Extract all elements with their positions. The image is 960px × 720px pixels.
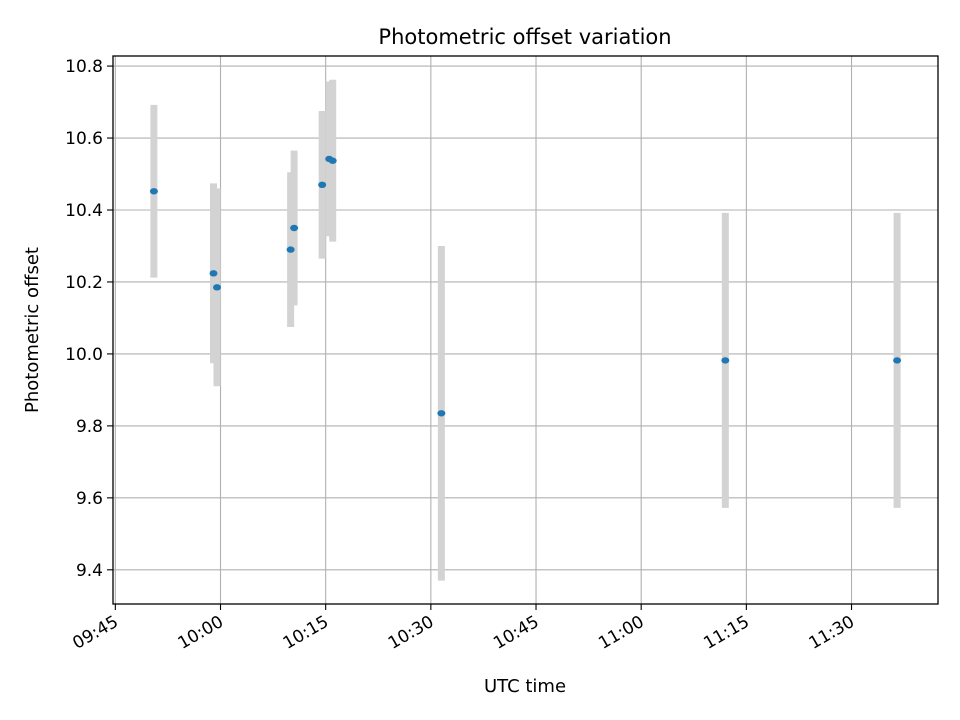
- y-tick-label: 10.8: [65, 57, 103, 77]
- data-point: [209, 270, 218, 277]
- x-axis-label: UTC time: [484, 676, 566, 697]
- y-tick-label: 9.6: [76, 489, 103, 509]
- data-points: [149, 155, 902, 417]
- chart-title: Photometric offset variation: [378, 25, 671, 49]
- data-point: [893, 357, 902, 364]
- y-tick-label: 10.6: [65, 129, 103, 149]
- plot-frame: [112, 55, 939, 605]
- y-axis-label: Photometric offset: [22, 247, 43, 413]
- data-point: [721, 357, 730, 364]
- data-point: [286, 246, 295, 253]
- data-point: [290, 224, 299, 232]
- data-point: [318, 181, 327, 189]
- y-axis-ticks: 9.4 9.6 9.8 10.0 10.2 10.4 10.6 10.8: [65, 57, 113, 581]
- y-tick-label: 9.4: [76, 561, 103, 581]
- y-tick-label: 10.0: [65, 345, 103, 365]
- data-point: [437, 410, 446, 417]
- data-point: [328, 157, 337, 164]
- y-tick-label: 9.8: [76, 417, 103, 437]
- y-tick-label: 10.2: [65, 273, 103, 293]
- y-tick-label: 10.4: [65, 201, 103, 221]
- data-point: [213, 284, 222, 291]
- grid: [113, 56, 938, 604]
- data-point: [149, 188, 158, 195]
